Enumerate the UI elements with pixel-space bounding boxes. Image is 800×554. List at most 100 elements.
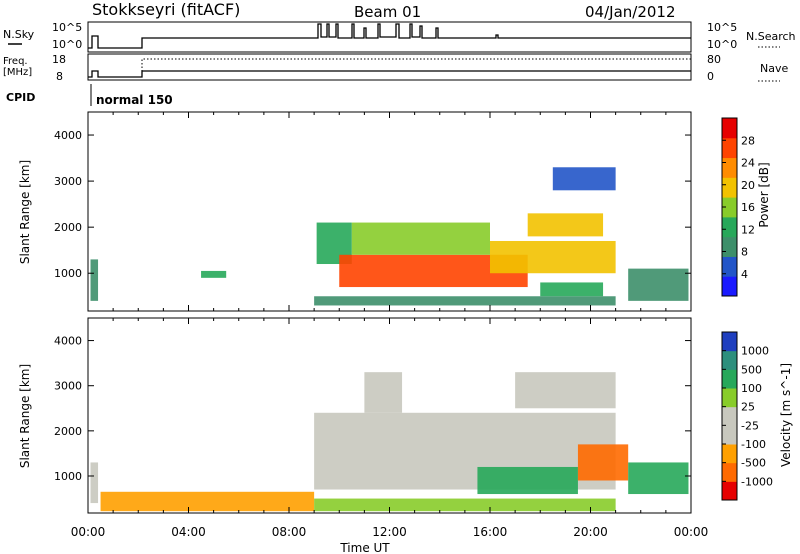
nsky-label: N.Sky <box>3 28 35 41</box>
nsearch-label: N.Search <box>746 30 796 43</box>
y-tick-label: 2000 <box>54 425 82 438</box>
velocity-colorbar-tick-label: -100 <box>741 438 766 451</box>
time-tick-label: 16:00 <box>473 525 508 539</box>
y-tick-label: 4000 <box>54 335 82 348</box>
velocity-echo-region-4 <box>364 372 403 413</box>
y-tick-label: 3000 <box>54 380 82 393</box>
time-tick-label: 12:00 <box>372 525 407 539</box>
velocity-cells <box>90 372 689 512</box>
velocity-colorbar-label-text: Velocity [m s^-1] <box>779 363 793 467</box>
nsearch-tick-top: 10^5 <box>707 21 737 34</box>
velocity-echo-region-6 <box>477 466 578 495</box>
power-echo-region-2 <box>314 296 616 306</box>
y-tick-label: 3000 <box>54 175 82 188</box>
velocity-echo-region-7 <box>577 444 629 481</box>
cpid-label: CPID <box>6 91 35 104</box>
velocity-colorbar-segment <box>722 462 737 482</box>
velocity-colorbar-tick-label: 25 <box>741 401 755 414</box>
velocity-colorbar-segment <box>722 444 737 464</box>
y-tick-label: 1000 <box>54 267 82 280</box>
velocity-echo-region-5 <box>515 372 616 409</box>
power-echo-region-10 <box>628 268 689 301</box>
cpid-mode: normal 150 <box>96 93 173 107</box>
power-colorbar: 4 8 12 16 20 24 28 <box>721 117 755 297</box>
power-colorbar-tick-label: 8 <box>741 246 748 259</box>
power-colorbar-label: Power [dB] <box>757 162 771 227</box>
velocity-colorbar-tick-label: 1000 <box>741 345 769 358</box>
power-cells <box>90 167 689 306</box>
velocity-colorbar-tick-label: 500 <box>741 363 762 376</box>
power-echo-region-8 <box>540 282 604 297</box>
velocity-colorbar-segment <box>722 369 737 389</box>
freq-label-line1: Freq. <box>3 56 28 67</box>
station-title: Stokkseyri (fitACF) <box>92 0 240 19</box>
power-axis: 1000 2000 3000 4000 <box>54 112 692 311</box>
time-tick-label: 20:00 <box>573 525 608 539</box>
power-echo-region-0 <box>90 259 99 301</box>
date-title: 04/Jan/2012 <box>585 3 676 21</box>
velocity-colorbar-tick-label: -500 <box>741 457 766 470</box>
power-colorbar-segment <box>722 137 737 159</box>
velocity-colorbar-frame <box>721 331 738 501</box>
freq-tick-top: 18 <box>52 53 66 66</box>
velocity-echo-region-8 <box>628 462 689 495</box>
nsearch-tick-bottom: 10^0 <box>707 38 737 51</box>
power-echo-region-6 <box>490 240 616 274</box>
velocity-colorbar-segment <box>722 425 737 445</box>
power-colorbar-tick-label: 28 <box>741 134 755 147</box>
power-colorbar-segment <box>722 177 737 198</box>
power-colorbar-segment <box>722 276 737 297</box>
nsky-tick-top: 10^5 <box>52 21 82 34</box>
power-echo-region-9 <box>552 167 616 191</box>
power-colorbar-segment <box>722 216 737 238</box>
velocity-panel: 1000 2000 3000 4000 Slant Range [km] 1000 50… <box>18 317 793 554</box>
velocity-colorbar-segment <box>722 406 737 426</box>
velocity-colorbar-segment <box>722 388 737 408</box>
time-tick-label: 00:00 <box>71 525 106 539</box>
power-ylabel: Slant Range [km] <box>18 160 32 264</box>
power-colorbar-segment <box>722 118 737 139</box>
velocity-colorbar-label: Velocity [m s^-1] <box>779 363 793 467</box>
power-colorbar-tick-label: 16 <box>741 201 755 214</box>
time-tick-label: 04:00 <box>171 525 206 539</box>
power-echo-region-5 <box>351 222 490 255</box>
power-colorbar-tick-label: 20 <box>741 179 755 192</box>
velocity-echo-region-0 <box>90 462 99 504</box>
nsky-trace <box>88 23 691 49</box>
velocity-colorbar: 1000 500 100 25 -25 -100 -500 -1000 <box>721 331 773 501</box>
velocity-ylabel: Slant Range [km] <box>18 364 32 468</box>
y-tick-label: 2000 <box>54 221 82 234</box>
time-tick-label: 08:00 <box>272 525 307 539</box>
freq-tick-bottom: 8 <box>56 70 63 83</box>
time-axis-ticks: 00:00 04:00 08:00 12:00 16:00 20:00 00:00 <box>71 525 709 539</box>
nsky-panel: N.Sky 10^5 10^0 10^5 10^0 N.Search <box>3 21 796 53</box>
power-colorbar-segment <box>722 157 737 178</box>
velocity-colorbar-segment <box>722 332 737 352</box>
nave-label: Nave <box>760 62 788 75</box>
y-tick-label: 4000 <box>54 129 82 142</box>
velocity-colorbar-tick-label: -25 <box>741 419 759 432</box>
power-colorbar-segment <box>722 236 737 257</box>
power-colorbar-segment <box>722 197 737 218</box>
nave-tick-top: 80 <box>707 53 721 66</box>
velocity-echo-region-2 <box>314 498 616 512</box>
velocity-colorbar-segment <box>722 350 737 370</box>
velocity-echo-region-1 <box>100 491 315 512</box>
power-panel: 1000 2000 3000 4000 Slant Range [km] 4 8 12 16… <box>18 111 771 312</box>
time-xlabel: Time UT <box>339 541 390 554</box>
velocity-colorbar-segment <box>722 481 737 501</box>
freq-panel: Freq. [MHz] 18 8 80 0 Nave <box>3 53 788 83</box>
velocity-colorbar-tick-label: -1000 <box>741 475 773 488</box>
power-colorbar-tick-label: 24 <box>741 157 755 170</box>
time-tick-label: 00:00 <box>674 525 709 539</box>
nave-trace <box>141 58 691 75</box>
power-echo-region-7 <box>527 213 604 237</box>
velocity-colorbar-tick-label: 100 <box>741 382 762 395</box>
nsky-tick-bottom: 10^0 <box>52 38 82 51</box>
power-colorbar-tick-label: 4 <box>741 268 748 281</box>
beam-title: Beam 01 <box>354 3 421 21</box>
y-tick-label: 1000 <box>54 470 82 483</box>
freq-trace <box>88 70 691 78</box>
nave-tick-bottom: 0 <box>707 70 714 83</box>
